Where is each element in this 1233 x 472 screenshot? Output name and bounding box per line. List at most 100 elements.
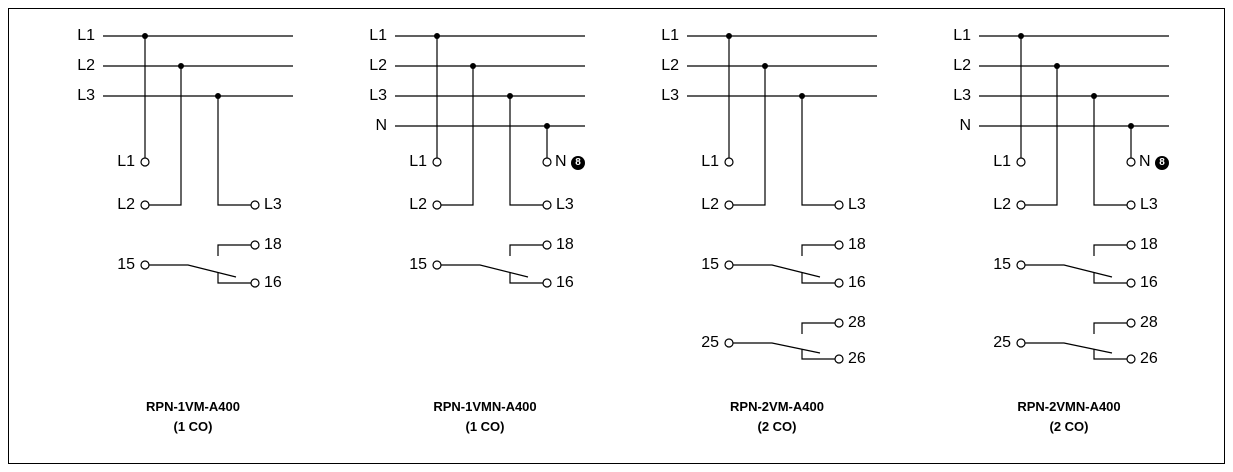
schematic-lines xyxy=(103,33,293,288)
relay-nc-terminal xyxy=(542,278,552,288)
relay-no-terminal xyxy=(1126,318,1136,328)
relay-switch-blade xyxy=(733,342,821,354)
relay-nc-wire xyxy=(801,349,835,360)
terminal-label-l1: L1 xyxy=(701,153,719,170)
relay-nc-terminal xyxy=(834,354,844,364)
terminal-l2 xyxy=(724,200,734,210)
relay-switch-blade xyxy=(1025,342,1113,354)
terminal-label-l3: L3 xyxy=(848,196,866,213)
terminal-label-l2: L2 xyxy=(993,196,1011,213)
relay-common-terminal xyxy=(140,260,150,270)
relay-nc-terminal xyxy=(1126,278,1136,288)
terminal-l1 xyxy=(432,157,442,167)
wire xyxy=(1025,66,1058,206)
relay1-nc-label: 16 xyxy=(264,274,282,291)
relay-no-terminal xyxy=(542,240,552,250)
terminal-label-l3: L3 xyxy=(556,196,574,213)
diagram-rpn-1vm-a400: L1 L2 L3 L1 L2 L3 15 18 16 RPN-1VM-A400 … xyxy=(73,0,373,472)
relay-common-terminal xyxy=(432,260,442,270)
diagram-rpn-1vmn-a400: L1 L2 L3 N L1 L2 L3 N 8 15 18 16 RPN-1VM… xyxy=(365,0,665,472)
relay-no-wire xyxy=(509,244,543,256)
bus-label-l3: L3 xyxy=(661,87,679,104)
wire xyxy=(217,96,251,206)
terminal-n xyxy=(1126,157,1136,167)
relay1-common-label: 15 xyxy=(701,256,719,273)
terminal-label-n: N 8 xyxy=(1139,153,1170,171)
bus-label-n: N xyxy=(375,117,387,134)
relay1-nc-label: 16 xyxy=(848,274,866,291)
terminal-label-n: N 8 xyxy=(555,153,586,171)
relay1-common-label: 15 xyxy=(993,256,1011,273)
relay-no-wire xyxy=(1093,244,1127,256)
wire xyxy=(1093,96,1127,206)
bus-label-l1: L1 xyxy=(661,27,679,44)
bus-label-l1: L1 xyxy=(953,27,971,44)
wire xyxy=(509,96,543,206)
terminal-label-l3: L3 xyxy=(1140,196,1158,213)
bus-label-l3: L3 xyxy=(77,87,95,104)
schematic-lines xyxy=(979,33,1169,364)
bus-label-l3: L3 xyxy=(369,87,387,104)
relay-nc-terminal xyxy=(1126,354,1136,364)
relay1-common-label: 15 xyxy=(409,256,427,273)
relay-no-terminal xyxy=(250,240,260,250)
terminal-l2 xyxy=(140,200,150,210)
relay-nc-wire xyxy=(1093,273,1127,284)
contact-count: (1 CO) xyxy=(465,419,505,434)
model-caption: RPN-2VM-A400 (2 CO) xyxy=(647,397,907,437)
schematic-lines xyxy=(687,33,877,364)
bus-label-l2: L2 xyxy=(369,57,387,74)
model-caption: RPN-1VM-A400 (1 CO) xyxy=(63,397,323,437)
relay-nc-wire xyxy=(801,273,835,284)
terminal-l2 xyxy=(432,200,442,210)
relay1-no-label: 18 xyxy=(1140,236,1158,253)
bus-label-l1: L1 xyxy=(77,27,95,44)
relay-no-terminal xyxy=(1126,240,1136,250)
relay2-common-label: 25 xyxy=(701,334,719,351)
relay1-common-label: 15 xyxy=(117,256,135,273)
terminal-n-text: N xyxy=(1139,153,1151,170)
bus-label-l2: L2 xyxy=(953,57,971,74)
terminal-label-l3: L3 xyxy=(264,196,282,213)
diagram-rpn-2vm-a400: L1 L2 L3 L1 L2 L3 15 18 16 25 28 26 RPN-… xyxy=(657,0,957,472)
relay-nc-wire xyxy=(1093,349,1127,360)
terminal-n xyxy=(542,157,552,167)
note-marker-icon: 8 xyxy=(571,156,586,170)
relay1-no-label: 18 xyxy=(264,236,282,253)
terminal-label-l2: L2 xyxy=(117,196,135,213)
relay2-common-label: 25 xyxy=(993,334,1011,351)
terminal-l1 xyxy=(1016,157,1026,167)
contact-count: (2 CO) xyxy=(1049,419,1089,434)
bus-label-l2: L2 xyxy=(77,57,95,74)
bus-label-l1: L1 xyxy=(369,27,387,44)
terminal-label-l1: L1 xyxy=(409,153,427,170)
relay2-no-label: 28 xyxy=(1140,314,1158,331)
relay-no-wire xyxy=(801,322,835,334)
terminal-l3 xyxy=(834,200,844,210)
contact-count: (1 CO) xyxy=(173,419,213,434)
terminal-l3 xyxy=(542,200,552,210)
relay-common-terminal xyxy=(724,260,734,270)
relay-switch-blade xyxy=(441,264,529,278)
terminal-label-l2: L2 xyxy=(409,196,427,213)
schematic-lines xyxy=(395,33,585,288)
relay2-nc-label: 26 xyxy=(1140,350,1158,367)
terminal-l3 xyxy=(250,200,260,210)
relay-common-terminal xyxy=(724,338,734,348)
terminal-label-l2: L2 xyxy=(701,196,719,213)
diagram-rpn-2vmn-a400: L1 L2 L3 N L1 L2 L3 N 8 15 18 16 25 28 2… xyxy=(949,0,1233,472)
relay2-no-label: 28 xyxy=(848,314,866,331)
model-caption: RPN-2VMN-A400 (2 CO) xyxy=(939,397,1199,437)
relay-no-wire xyxy=(801,244,835,256)
relay1-nc-label: 16 xyxy=(1140,274,1158,291)
relay1-no-label: 18 xyxy=(556,236,574,253)
wire xyxy=(441,66,474,206)
relay-common-terminal xyxy=(1016,338,1026,348)
wire xyxy=(149,66,182,206)
terminal-n-text: N xyxy=(555,153,567,170)
relay1-nc-label: 16 xyxy=(556,274,574,291)
relay-nc-wire xyxy=(509,273,543,284)
relay-no-wire xyxy=(1093,322,1127,334)
terminal-l1 xyxy=(724,157,734,167)
